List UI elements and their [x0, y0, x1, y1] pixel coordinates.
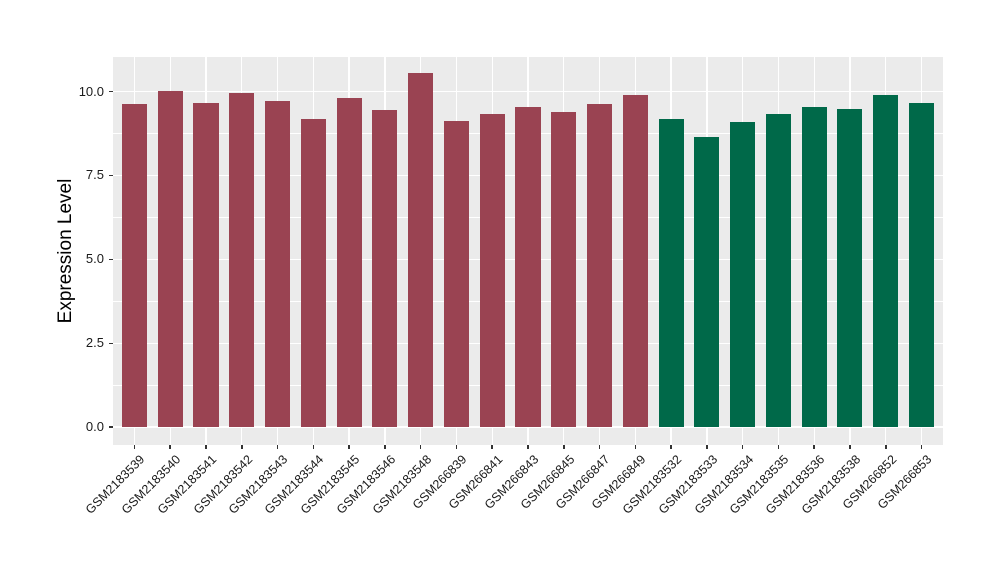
bar-GSM266849	[622, 95, 648, 428]
bar-GSM2183548	[408, 73, 434, 428]
x-tick-mark	[312, 445, 315, 449]
x-tick-mark	[241, 445, 243, 449]
x-tick-mark	[205, 445, 207, 449]
x-tick-mark	[527, 445, 529, 449]
bar-GSM2183543	[265, 100, 291, 428]
bar-GSM2183539	[121, 103, 147, 428]
y-tick-mark	[109, 174, 113, 177]
bar-GSM266841	[479, 114, 505, 428]
bar-GSM2183533	[694, 137, 720, 428]
y-tick-mark	[109, 342, 113, 345]
bar-GSM2183540	[157, 91, 183, 428]
bar-GSM266845	[551, 112, 577, 428]
bar-GSM2183538	[837, 108, 863, 428]
x-tick-mark	[133, 445, 136, 449]
bar-GSM266852	[873, 95, 899, 428]
x-tick-mark	[276, 445, 279, 449]
x-tick-mark	[455, 445, 458, 449]
x-tick-mark	[419, 445, 422, 449]
bar-GSM266847	[587, 103, 613, 428]
y-tick-label: 0.0	[85, 419, 104, 435]
bar-GSM266839	[443, 121, 469, 428]
y-tick-label: 7.5	[85, 167, 104, 183]
bar-GSM2183535	[765, 114, 791, 428]
x-tick-mark	[813, 445, 815, 449]
y-axis-title: Expression Level	[55, 178, 76, 324]
x-tick-mark	[920, 445, 923, 449]
y-tick-label: 5.0	[85, 251, 104, 267]
bar-GSM2183532	[658, 119, 684, 428]
x-tick-mark	[563, 445, 565, 449]
bar-GSM2183545	[336, 98, 362, 428]
x-tick-mark	[348, 445, 350, 449]
x-tick-mark	[706, 445, 708, 449]
bar-GSM2183541	[193, 102, 219, 428]
x-tick-mark	[741, 445, 744, 449]
x-tick-mark	[169, 445, 171, 449]
x-tick-mark	[491, 445, 493, 449]
y-tick-mark	[109, 426, 113, 428]
y-tick-label: 10.0	[78, 83, 104, 99]
x-tick-mark	[634, 445, 637, 449]
x-tick-mark	[670, 445, 672, 449]
x-tick-mark	[849, 445, 851, 449]
y-tick-mark	[109, 90, 113, 93]
y-tick-label: 2.5	[85, 335, 104, 351]
x-tick-mark	[885, 445, 887, 449]
bar-GSM2183542	[229, 92, 255, 428]
x-tick-mark	[598, 445, 601, 449]
bar-GSM266843	[515, 106, 541, 428]
plot-panel	[113, 57, 943, 445]
x-tick-mark	[384, 445, 386, 449]
bar-GSM2183536	[801, 107, 827, 428]
bar-GSM2183544	[300, 119, 326, 428]
x-tick-mark	[777, 445, 780, 449]
bar-GSM2183546	[372, 110, 398, 428]
bar-GSM2183534	[730, 122, 756, 428]
y-tick-mark	[109, 258, 113, 261]
bar-GSM266853	[909, 102, 935, 428]
